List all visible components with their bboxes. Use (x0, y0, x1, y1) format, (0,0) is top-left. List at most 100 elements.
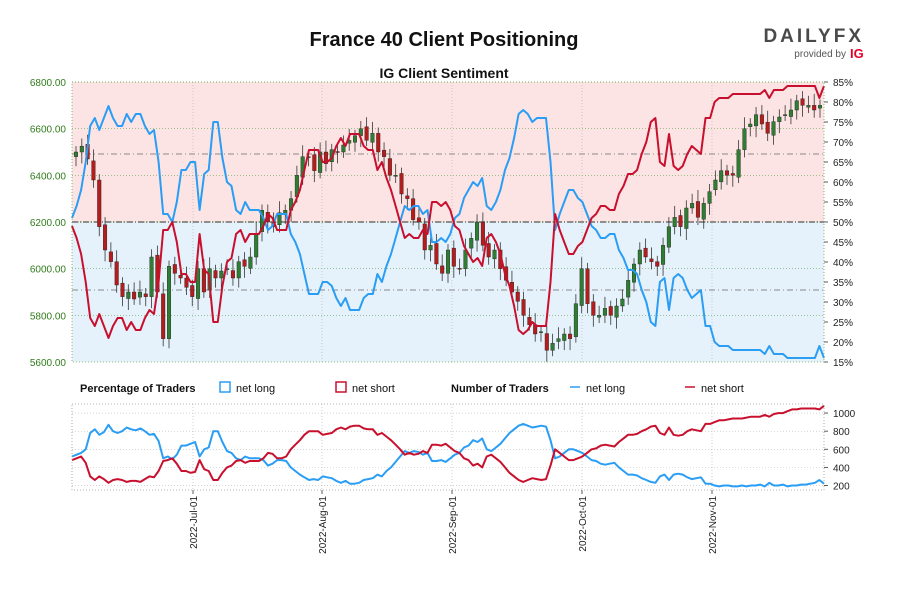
candle-bullish (556, 338, 561, 342)
candle-bullish (620, 298, 625, 307)
candle-bullish (236, 261, 241, 279)
candle-bullish (742, 128, 747, 150)
candle-bullish (777, 116, 782, 122)
candle-bullish (701, 203, 706, 220)
candle-bullish (562, 333, 567, 341)
candle-bearish (730, 173, 735, 176)
candle-bearish (440, 265, 445, 274)
candle-bullish (166, 266, 171, 339)
candle-bullish (573, 303, 578, 337)
candle-bearish (695, 201, 700, 218)
candle-bearish (242, 259, 247, 267)
candle-bearish (120, 282, 125, 297)
percent-tick-label: 20% (833, 338, 853, 349)
candle-bullish (137, 291, 142, 298)
candle-bearish (132, 291, 137, 300)
candle-bearish (411, 198, 416, 220)
sentiment-lines (71, 85, 825, 359)
percent-tick-label: 50% (833, 218, 853, 229)
candle-bearish (190, 285, 195, 297)
candle-bearish (103, 224, 108, 251)
candle-bullish (353, 135, 358, 143)
candle-bullish (719, 170, 724, 183)
candle-bearish (178, 275, 183, 279)
candle-bearish (323, 151, 328, 164)
candle-bearish (312, 154, 317, 171)
legend-net-short-label: net short (352, 383, 395, 395)
percent-tick-label: 60% (833, 178, 853, 189)
percent-tick-label: 70% (833, 138, 853, 149)
candle-bullish (277, 212, 282, 226)
candle-bullish (428, 245, 433, 251)
candle-bullish (446, 249, 451, 274)
percent-tick-label: 85% (833, 78, 853, 89)
candle-bullish (393, 175, 398, 177)
price-tick-label: 6200.00 (30, 218, 67, 229)
candle-bearish (585, 268, 590, 304)
count-tick-label: 800 (833, 427, 850, 438)
dailyfx-logo: DAILYFX provided by IG (763, 26, 864, 61)
candle-bearish (161, 293, 166, 339)
candle-bearish (399, 173, 404, 195)
candle-bullish (196, 268, 201, 299)
price-sentiment-panel: 6800.00 6600.00 6400.00 6200.00 6000.00 5800.… (30, 78, 853, 369)
date-tick-label: 2022-Jul-01 (189, 496, 200, 549)
percent-tick-label: 40% (833, 258, 853, 269)
candle-bearish (457, 268, 462, 270)
candle-bullish (254, 233, 259, 258)
count-tick-label: 200 (833, 481, 850, 492)
candle-bullish (690, 203, 695, 209)
candle-bullish (358, 128, 363, 136)
count-tick-label: 1000 (833, 409, 856, 420)
candle-bullish (794, 100, 799, 111)
candle-bearish (97, 179, 102, 227)
candle-bearish (172, 264, 177, 274)
candle-bullish (597, 315, 602, 318)
percent-tick-label: 65% (833, 158, 853, 169)
candle-bullish (748, 123, 753, 127)
candle-bullish (771, 121, 776, 136)
percent-tick-label: 25% (833, 318, 853, 329)
candle-bearish (608, 306, 613, 316)
candle-bullish (806, 105, 811, 108)
net-long-percent-line (71, 105, 825, 359)
candle-bullish (219, 270, 224, 279)
legend: Percentage of Traders net long net short… (80, 381, 744, 395)
date-tick-label: 2022-Nov-01 (708, 496, 719, 554)
date-tick-label: 2022-Oct-01 (578, 496, 589, 552)
candle-bearish (405, 195, 410, 199)
candle-bullish (684, 207, 689, 229)
candle-bearish (725, 170, 730, 176)
candle-bearish (765, 121, 770, 134)
net-short-percent-line (71, 85, 825, 339)
brand-name: DAILYFX (763, 26, 864, 47)
candle-bullish (539, 331, 544, 333)
price-tick-label: 6800.00 (30, 78, 67, 89)
candle-bearish (759, 114, 764, 125)
candle-bearish (515, 291, 520, 302)
candle-bullish (370, 133, 375, 143)
brand-provided-by: provided by (794, 49, 846, 60)
candle-bullish (661, 245, 666, 265)
candle-bullish (736, 149, 741, 178)
candle-bullish (818, 105, 823, 109)
brand-ig: IG (850, 46, 864, 61)
percent-tick-label: 30% (833, 298, 853, 309)
candle-bearish (114, 261, 119, 286)
count-tick-label: 400 (833, 463, 850, 474)
price-axis: 6800.00 6600.00 6400.00 6200.00 6000.00 5800.… (30, 78, 67, 369)
candle-bullish (672, 217, 677, 227)
candle-bearish (434, 243, 439, 265)
candle-bullish (783, 114, 788, 116)
percent-tick-label: 35% (833, 278, 853, 289)
candle-bearish (364, 126, 369, 141)
candle-bearish (678, 215, 683, 227)
count-gridlines (72, 404, 824, 490)
candle-bearish (376, 133, 381, 153)
candle-bullish (248, 256, 253, 269)
candle-bullish (149, 256, 154, 297)
date-axis: 2022-Jul-01 2022-Aug-01 2022-Sep-01 2022-Oc… (189, 490, 719, 554)
candle-bearish (812, 105, 817, 111)
